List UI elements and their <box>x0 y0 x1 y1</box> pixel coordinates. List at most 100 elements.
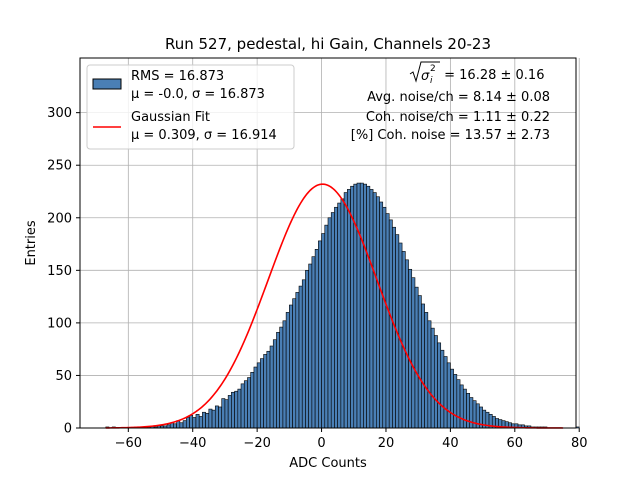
annotation-coh-noise-percent: [%] Coh. noise = 13.57 ± 2.73 <box>351 128 550 143</box>
histogram-bar <box>330 212 335 429</box>
x-tick-label: 20 <box>378 436 395 451</box>
histogram-bar <box>340 198 345 429</box>
histogram-bar <box>185 417 190 429</box>
histogram-bar <box>214 405 219 429</box>
histogram-bar <box>459 384 464 429</box>
legend-hist-swatch <box>92 78 122 90</box>
histogram-bar <box>369 189 374 429</box>
histogram-bar <box>198 416 203 429</box>
histogram-bar <box>192 417 197 429</box>
histogram-bar <box>446 362 451 429</box>
histogram-bar <box>221 398 226 429</box>
histogram-bar <box>260 358 264 429</box>
histogram-bar <box>440 349 445 429</box>
histogram-bar <box>385 213 390 429</box>
histogram-bar <box>208 408 213 429</box>
histogram-bar <box>250 371 255 429</box>
histogram-bar <box>343 192 348 429</box>
histogram-bar <box>443 356 448 429</box>
histogram-bar <box>356 182 361 429</box>
histogram-bar <box>276 332 280 429</box>
y-axis-label: Entries <box>24 220 39 266</box>
histogram-bar <box>253 366 258 429</box>
histogram-bar <box>311 256 316 429</box>
histogram-bar <box>234 390 239 429</box>
histogram-bar <box>366 185 371 429</box>
y-tick-label: 50 <box>55 369 72 384</box>
histogram-bar <box>382 206 387 429</box>
histogram-bar <box>421 303 425 429</box>
histogram-bar <box>363 183 367 429</box>
histogram-bars <box>105 182 580 429</box>
histogram-bar <box>401 251 406 429</box>
histogram-bar <box>408 268 413 429</box>
histogram-bar <box>404 259 409 429</box>
histogram-bar <box>243 380 248 429</box>
x-tick-label: 0 <box>317 436 325 451</box>
sigma-i-subscript: i <box>430 76 433 86</box>
histogram-bar <box>372 192 377 429</box>
histogram-bar <box>218 406 223 429</box>
legend-hist-label-line1: RMS = 16.873 <box>131 69 224 84</box>
histogram-bar <box>462 388 467 429</box>
histogram-bar <box>173 423 177 429</box>
histogram-bar <box>427 320 432 429</box>
y-tick-label: 150 <box>47 264 72 279</box>
histogram-bar <box>282 320 287 429</box>
histogram-bar <box>411 277 416 429</box>
histogram-bar <box>205 412 210 429</box>
histogram-bar <box>292 298 297 429</box>
histogram-bar <box>437 342 442 429</box>
sqrt-symbol <box>409 61 440 83</box>
histogram-bar <box>414 286 419 429</box>
y-axis-ticks: 0 50 100 150 200 250 300 <box>47 106 80 437</box>
y-tick-label: 300 <box>47 106 72 121</box>
histogram-bar <box>227 395 232 429</box>
histogram-bar <box>359 182 364 429</box>
x-tick-label: 80 <box>571 436 588 451</box>
x-tick-label: −60 <box>115 436 142 451</box>
histogram-bar <box>327 217 332 429</box>
y-tick-label: 250 <box>47 159 72 174</box>
x-axis-ticks: −60 −40 −20 0 20 40 60 80 <box>115 428 588 451</box>
sigma-i-formula: σ 2 i <box>409 61 440 86</box>
histogram-bar <box>195 414 200 429</box>
histogram-bar <box>272 339 277 429</box>
histogram-bar <box>314 249 319 429</box>
histogram-bar <box>266 350 271 429</box>
histogram-bar <box>337 202 342 429</box>
legend-fit-label-line2: μ = 0.309, σ = 16.914 <box>131 128 277 143</box>
annotation-coh-noise: Coh. noise/ch = 1.11 ± 0.22 <box>366 110 550 125</box>
x-tick-label: 40 <box>442 436 459 451</box>
histogram-bar <box>285 312 290 429</box>
histogram-bar <box>279 326 284 429</box>
histogram-bar <box>417 295 422 429</box>
histogram-bar <box>179 422 184 429</box>
annotation-total-noise: = 16.28 ± 0.16 <box>440 68 544 83</box>
y-tick-label: 0 <box>64 422 72 437</box>
noise-annotations: σ 2 i = 16.28 ± 0.16 Avg. noise/ch = 8.1… <box>351 61 550 143</box>
x-tick-label: 60 <box>507 436 524 451</box>
histogram-bar <box>466 393 471 429</box>
histogram-bar <box>388 219 393 429</box>
histogram-bar <box>318 240 322 429</box>
x-tick-label: −20 <box>243 436 270 451</box>
sigma-i-symbol: σ <box>421 69 430 84</box>
histogram-bar <box>453 374 458 429</box>
histogram-bar <box>211 409 216 429</box>
gaussian-fit-curve <box>105 183 564 429</box>
histogram-bar <box>263 354 268 429</box>
histogram-bar <box>324 224 329 429</box>
histogram-bar <box>237 388 242 429</box>
x-axis-label: ADC Counts <box>289 456 367 471</box>
histogram-bar <box>433 335 438 429</box>
histogram-bar <box>202 411 206 429</box>
histogram-bar <box>240 383 245 429</box>
x-tick-label: −40 <box>179 436 206 451</box>
legend-hist-label-line2: μ = -0.0, σ = 16.873 <box>131 87 265 102</box>
histogram-bar <box>247 377 252 429</box>
histogram-bar <box>305 270 309 429</box>
histogram-bar <box>456 379 461 429</box>
histogram-bar <box>450 368 454 429</box>
